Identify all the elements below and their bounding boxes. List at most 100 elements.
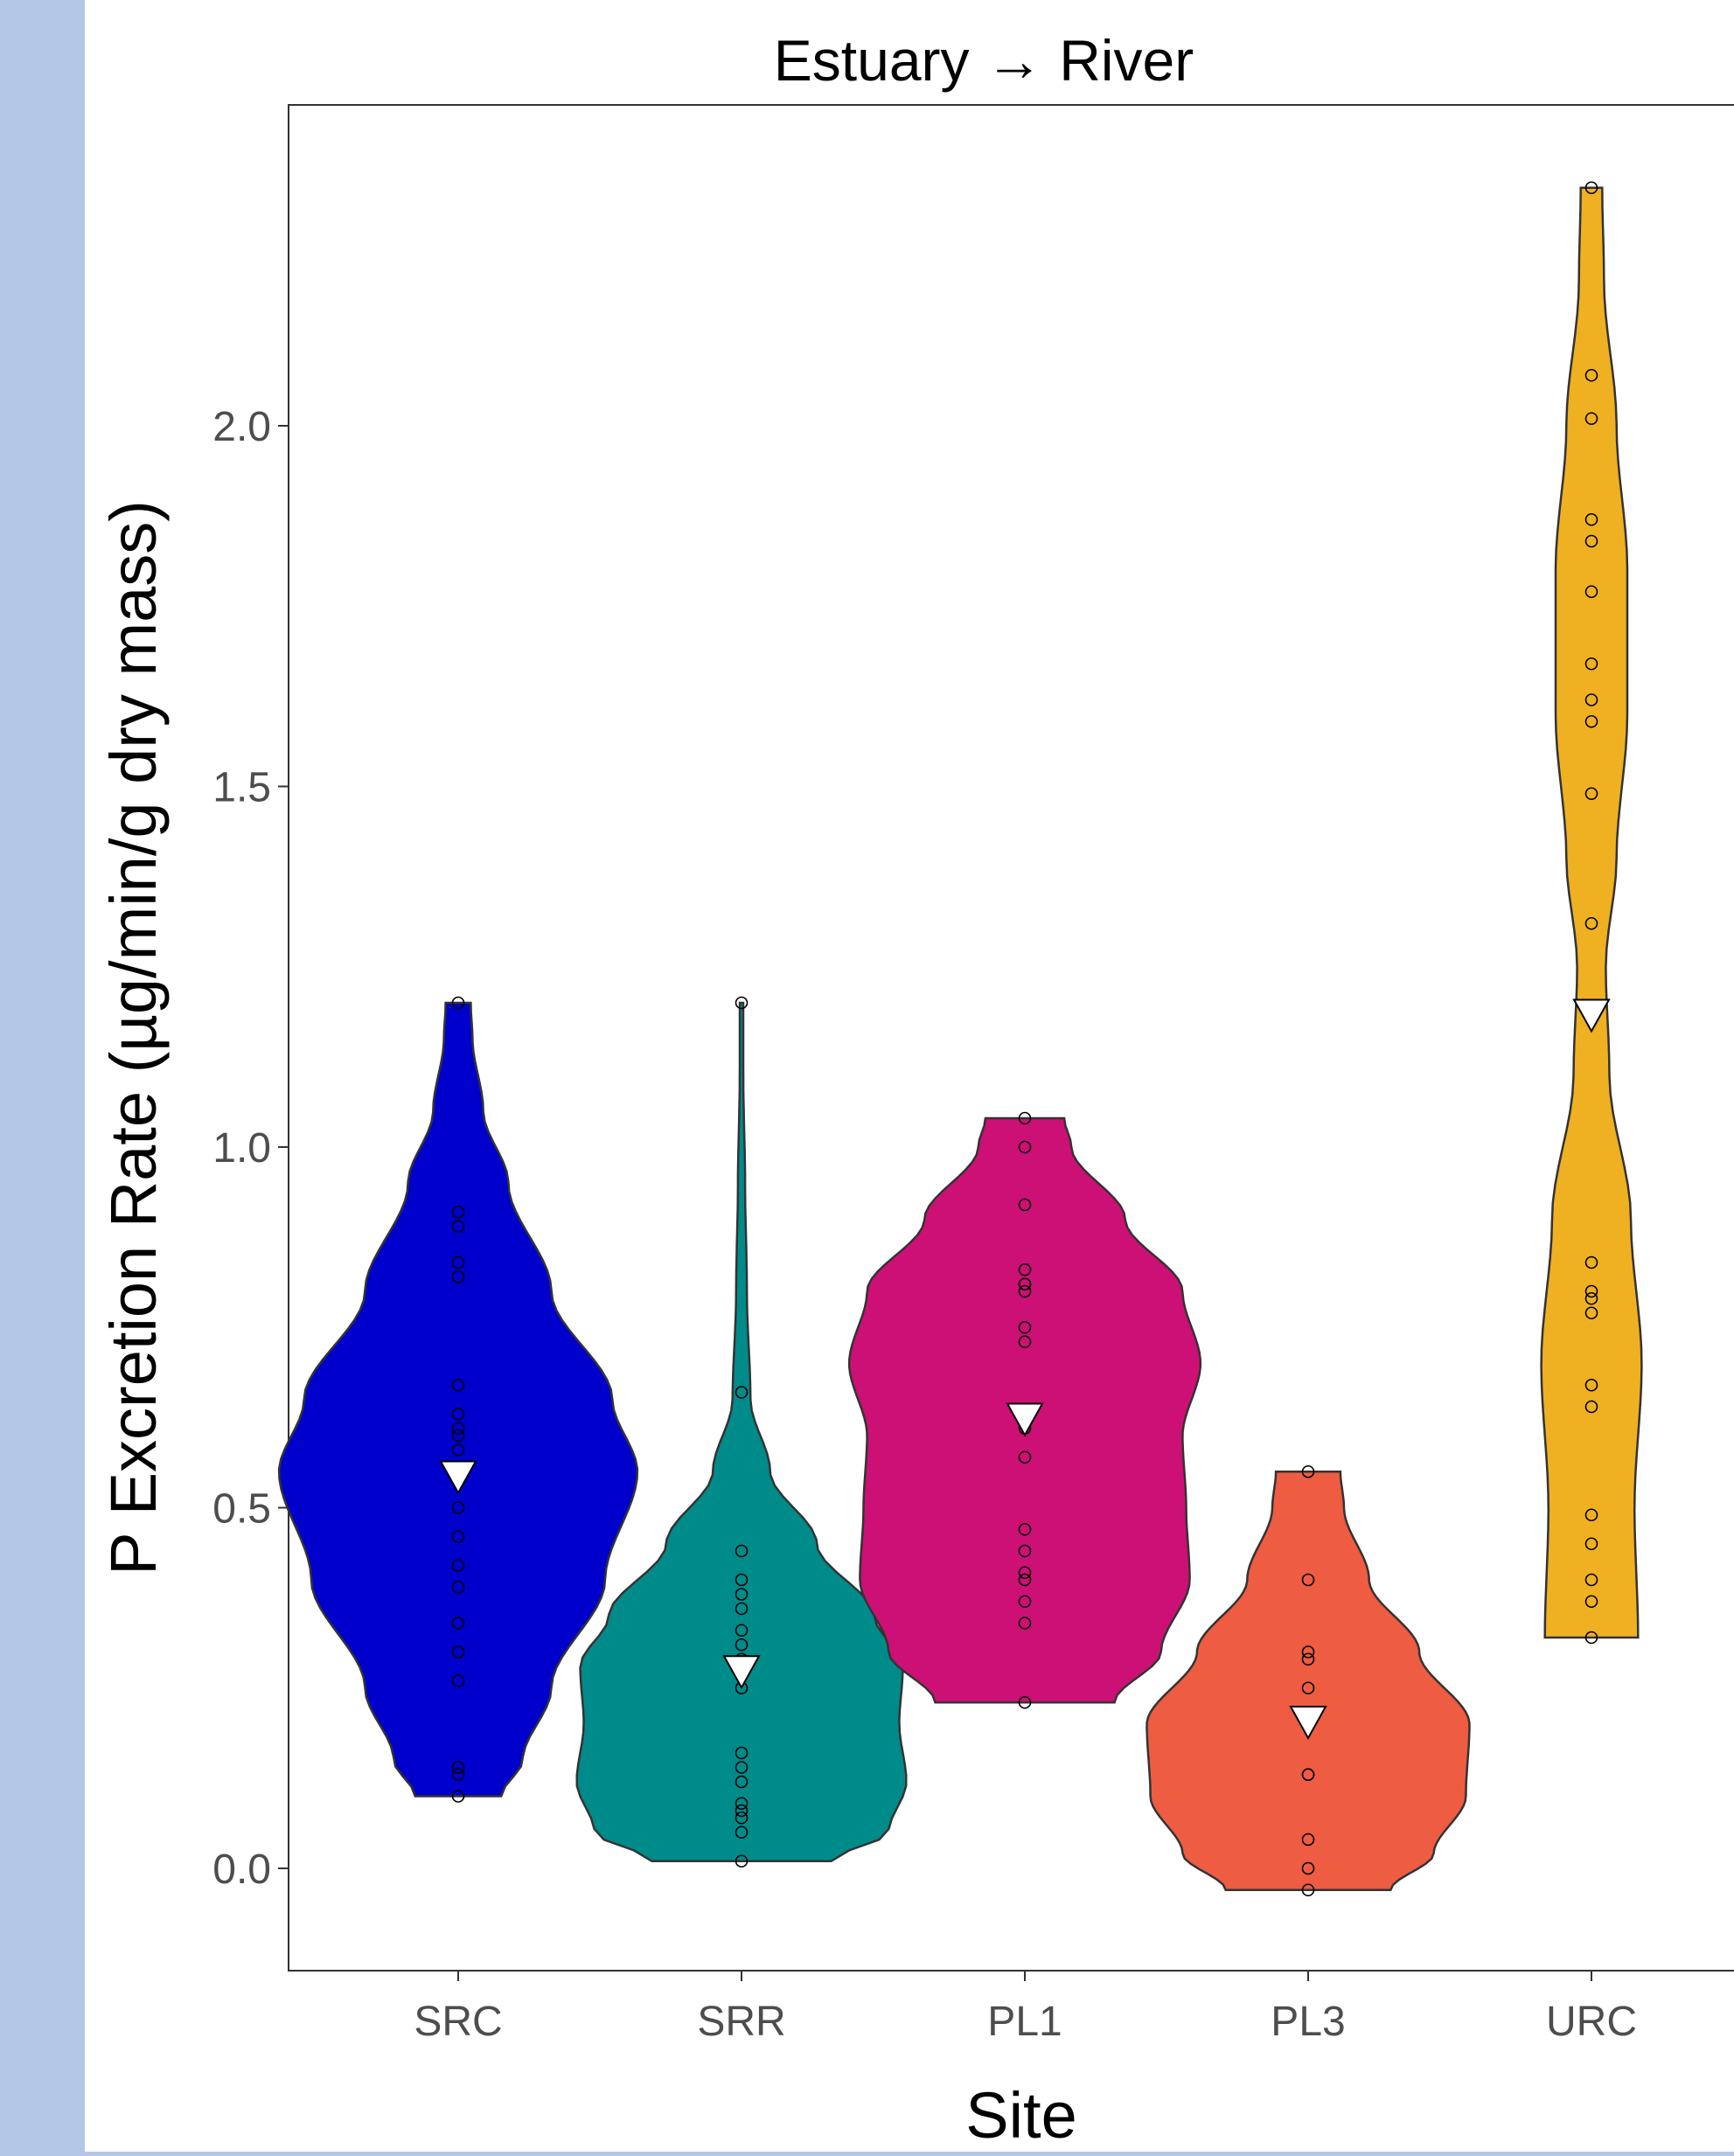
data-point [735,1624,749,1638]
data-point [735,1544,749,1558]
data-point [1584,714,1598,728]
x-tick-label: PL3 [1271,1999,1345,2045]
x-tick-label: SRC [414,1999,502,2045]
data-point [1584,585,1598,599]
data-point [451,1255,465,1269]
left-accent-bar [0,0,85,2156]
data-point [1018,1262,1032,1276]
data-point [1301,1573,1315,1587]
y-axis: 0.0 0.5 1.0 1.5 2.0 [212,404,289,1893]
data-point [735,1854,749,1868]
mean-marker [439,1460,477,1495]
data-point [451,1407,465,1421]
data-point [1584,916,1598,930]
data-point [451,1205,465,1219]
data-point [1018,1284,1032,1298]
data-point [735,1761,749,1774]
x-axis: SRC SRR PL1 PL3 URC [414,1971,1637,2045]
data-point [451,1501,465,1514]
x-tick-label: PL1 [987,1999,1062,2045]
mean-marker [1572,998,1611,1033]
data-point [1584,534,1598,548]
data-point [1584,1400,1598,1414]
data-point [735,1804,749,1818]
data-point [451,1674,465,1687]
data-point [451,1220,465,1234]
data-point [451,1443,465,1457]
data-point [735,1638,749,1652]
y-tick-label: 1.0 [212,1125,271,1172]
data-point [1018,1544,1032,1558]
data-point [1018,1320,1032,1334]
violin-srr [575,1001,908,1863]
data-point [1584,1306,1598,1320]
x-axis-title: Site [965,2079,1077,2152]
data-point [451,1790,465,1803]
violin-group-src [277,996,639,1803]
y-axis-title: P Excretion Rate (µg/min/g dry mass) [97,500,170,1575]
data-point [1018,1140,1032,1154]
violin-group-srr [575,996,908,1868]
y-tick-label: 1.5 [212,765,271,811]
mean-marker [1289,1706,1327,1741]
violin-group-pl3 [1146,1464,1471,1897]
data-point [1584,1291,1598,1305]
data-point [451,1270,465,1283]
data-point [735,1602,749,1616]
data-point [1301,1464,1315,1478]
data-point [1584,1378,1598,1392]
data-point [735,1588,749,1601]
data-point [451,1580,465,1594]
y-tick-label: 0.5 [212,1486,271,1533]
data-point [1018,1595,1032,1609]
x-tick-label: SRR [697,1999,785,2045]
data-point [735,996,749,1010]
data-point [451,1761,465,1774]
data-point [1018,1277,1032,1291]
y-tick-label: 2.0 [212,404,271,450]
data-point [1584,1573,1598,1587]
data-point [735,1746,749,1760]
data-point [1584,1508,1598,1522]
data-point [1018,1335,1032,1349]
data-point [735,1811,749,1825]
data-point [1301,1861,1315,1875]
violin-urc [1540,186,1643,1639]
data-point [1584,657,1598,671]
data-point [451,1768,465,1782]
data-point [1584,512,1598,526]
violin-src [277,1001,639,1798]
data-point [1018,1695,1032,1709]
x-tick-label: URC [1546,1999,1637,2045]
data-point [735,1826,749,1840]
data-point [1301,1768,1315,1782]
data-point [1018,1111,1032,1125]
mean-marker [1006,1402,1044,1437]
data-point [1018,1522,1032,1536]
chart-title: Estuary → River [774,28,1194,93]
data-point [735,1797,749,1811]
data-point [1584,787,1598,801]
data-point [735,1775,749,1789]
data-point [451,1422,465,1436]
data-point [1584,1595,1598,1609]
data-point [1018,1573,1032,1587]
data-point [1584,1537,1598,1551]
data-point [1584,412,1598,426]
data-point [735,1573,749,1587]
data-point [451,996,465,1010]
data-point [451,1617,465,1630]
data-point [1018,1450,1032,1464]
data-point [451,1645,465,1659]
data-point [451,1429,465,1443]
bottom-accent-bar [0,2152,1734,2156]
data-point [1018,1566,1032,1580]
data-point [1301,1681,1315,1695]
data-point [1301,1645,1315,1659]
violin-group-pl1 [847,1111,1202,1709]
data-point [735,1386,749,1399]
data-point [451,1559,465,1572]
violin-pl3 [1146,1471,1471,1892]
data-point [451,1378,465,1392]
data-point [1584,693,1598,706]
